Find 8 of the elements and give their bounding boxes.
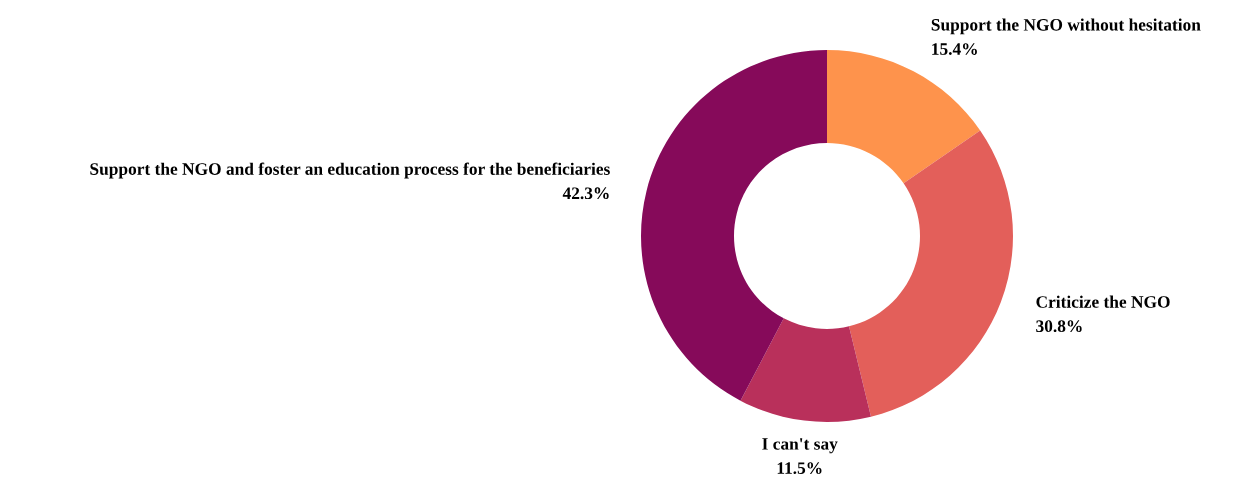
data-label: 11.5% xyxy=(777,462,822,475)
slice-label: Support the NGO without hesitation xyxy=(931,18,1201,35)
slice-label: Support the NGO and foster an education process for the beneficiaries xyxy=(90,162,610,179)
slice-label: Criticize the NGO xyxy=(1036,295,1170,308)
slice-label: I can't say xyxy=(762,438,838,454)
data-label: 42.3% xyxy=(562,187,609,200)
data-label: 30.8% xyxy=(1036,320,1082,333)
data-label: 15.4% xyxy=(932,43,977,55)
